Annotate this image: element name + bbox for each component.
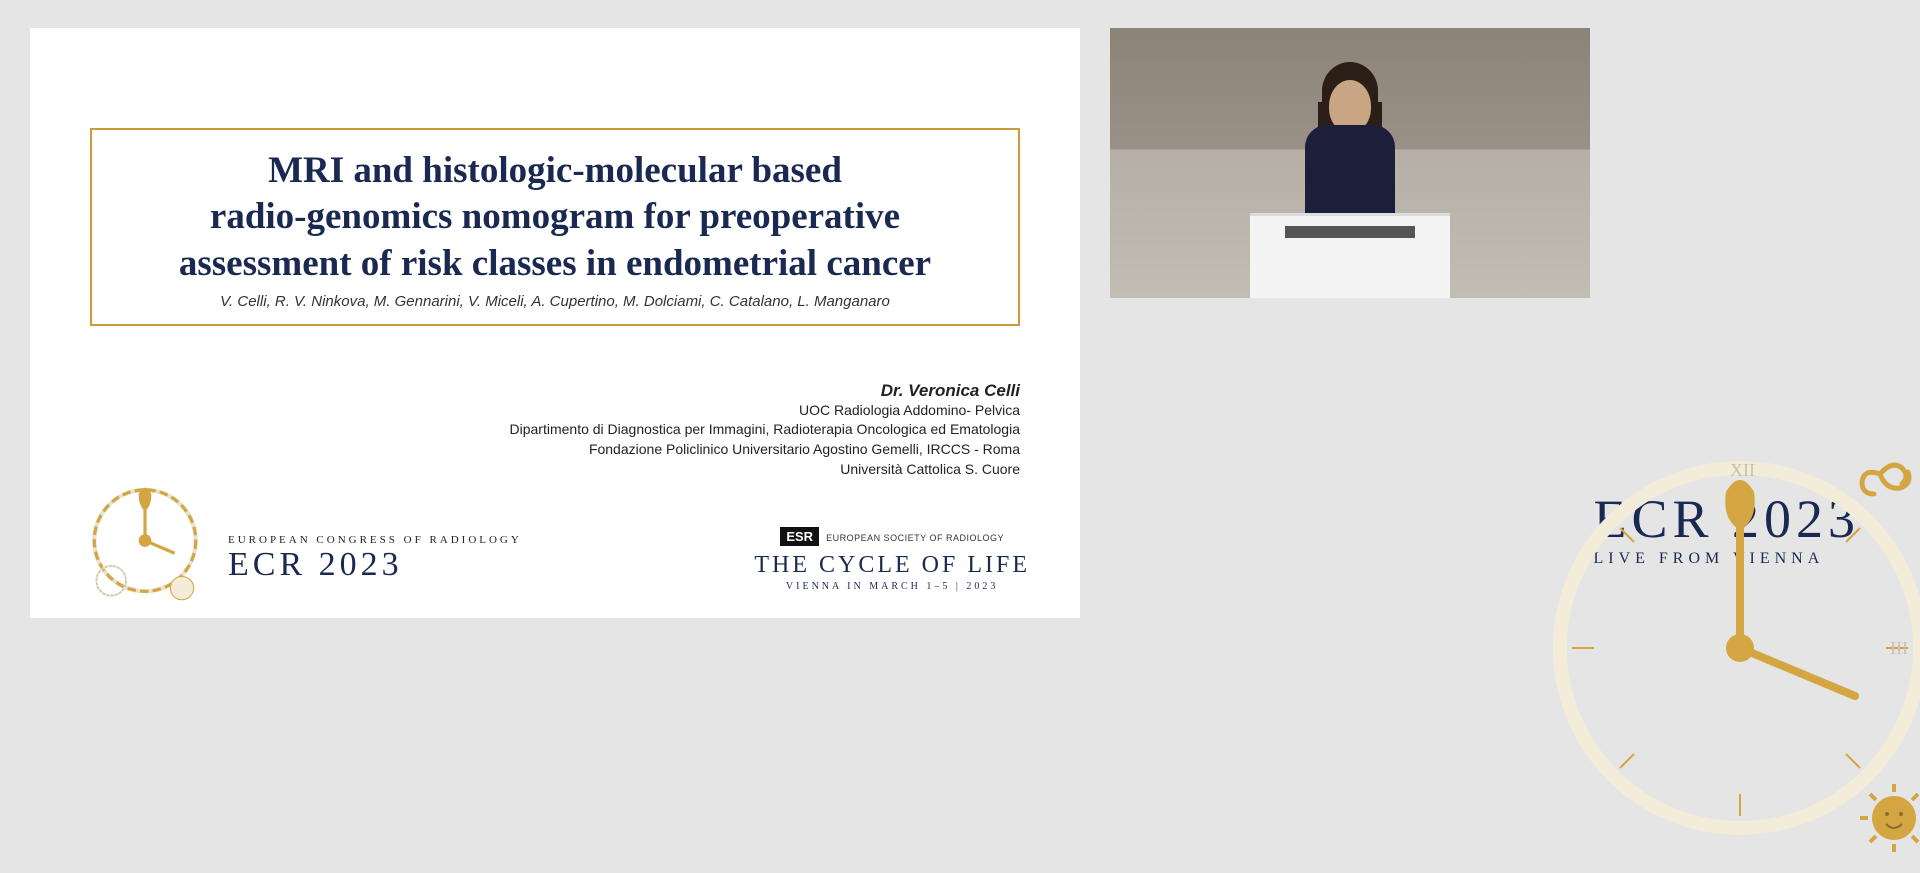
svg-text:III: III	[1890, 638, 1908, 658]
title-box: MRI and histologic-molecular based radio…	[90, 128, 1020, 326]
cycle-of-life-dates: VIENNA IN MARCH 1–5 | 2023	[754, 581, 1030, 592]
speaker-figure	[1305, 60, 1395, 220]
title-line-3: assessment of risk classes in endometria…	[179, 243, 931, 284]
ecr-congress-label: EUROPEAN CONGRESS OF RADIOLOGY	[228, 534, 522, 546]
slide-title: MRI and histologic-molecular based radio…	[122, 148, 988, 287]
cycle-of-life-clock-icon	[80, 456, 210, 604]
slide-footer: EUROPEAN CONGRESS OF RADIOLOGY ECR 2023 …	[80, 456, 1030, 604]
footer-left: EUROPEAN CONGRESS OF RADIOLOGY ECR 2023	[80, 456, 522, 604]
title-line-1: MRI and histologic-molecular based	[268, 150, 842, 191]
title-line-2: radio-genomics nomogram for preoperative	[210, 196, 900, 237]
footer-right: ESR EUROPEAN SOCIETY OF RADIOLOGY THE CY…	[754, 527, 1030, 604]
affiliation-1: UOC Radiologia Addomino- Pelvica	[80, 401, 1020, 421]
ecr-footer-block: EUROPEAN CONGRESS OF RADIOLOGY ECR 2023	[228, 534, 522, 604]
presentation-slide: MRI and histologic-molecular based radio…	[30, 28, 1080, 618]
ecr-2023-label: ECR 2023	[228, 546, 522, 584]
esr-logo: ESR EUROPEAN SOCIETY OF RADIOLOGY	[754, 527, 1030, 546]
esr-mark: ESR	[780, 527, 819, 546]
podium	[1250, 213, 1450, 298]
cycle-of-life-clock-large-icon: III XII	[1520, 428, 1920, 868]
cycle-of-life-title: THE CYCLE OF LIFE	[754, 552, 1030, 579]
author-list: V. Celli, R. V. Ninkova, M. Gennarini, V…	[122, 293, 988, 310]
speaker-video[interactable]	[1110, 28, 1590, 298]
right-column	[1110, 28, 1590, 740]
affiliation-2: Dipartimento di Diagnostica per Immagini…	[80, 420, 1020, 440]
svg-text:XII: XII	[1730, 460, 1755, 480]
presenter-name: Dr. Veronica Celli	[80, 381, 1020, 401]
esr-fulltext: EUROPEAN SOCIETY OF RADIOLOGY	[826, 533, 1004, 543]
